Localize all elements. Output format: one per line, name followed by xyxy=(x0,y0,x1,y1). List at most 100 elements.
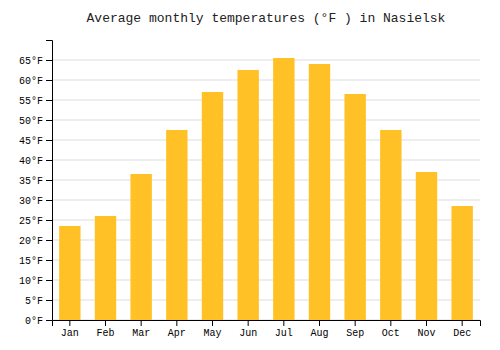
bar xyxy=(130,174,151,320)
y-tick-label: 50°F xyxy=(19,116,43,127)
y-tick: 60°F xyxy=(19,76,52,87)
x-tick-mark xyxy=(176,320,177,326)
grid-line xyxy=(52,60,480,61)
x-tick-mark xyxy=(283,320,284,326)
x-axis-line xyxy=(53,321,481,327)
y-tick: 25°F xyxy=(19,216,52,227)
x-tick-mark xyxy=(69,320,70,326)
y-tick: 5°F xyxy=(25,296,52,307)
bar xyxy=(59,226,80,320)
y-tick: 40°F xyxy=(19,156,52,167)
grid-line xyxy=(52,100,480,101)
y-tick-mark xyxy=(46,280,52,281)
y-tick-label: 55°F xyxy=(19,96,43,107)
bar xyxy=(273,58,294,320)
x-tick: Oct xyxy=(382,320,400,339)
x-tick: Nov xyxy=(417,320,435,339)
y-tick-mark xyxy=(46,60,52,61)
bars xyxy=(59,58,473,320)
x-tick: Dec xyxy=(453,320,471,339)
y-tick-mark xyxy=(46,320,52,321)
x-tick-mark xyxy=(248,320,249,326)
bar xyxy=(202,92,223,320)
chart: 0°F 5°F 10°F 15°F 20°F 25°F 30°F 35°F 40°F 45°F 50… xyxy=(0,0,500,350)
bar xyxy=(451,206,472,320)
x-axis: Jan Feb Mar Apr May Jun Jul Aug Sep Oct Nov Dec xyxy=(53,320,481,339)
x-tick-label: Jan xyxy=(61,328,79,339)
x-tick-mark xyxy=(355,320,356,326)
grid-line xyxy=(52,160,480,161)
y-tick-mark xyxy=(46,180,52,181)
x-tick-label: Aug xyxy=(310,328,328,339)
y-axis-line xyxy=(46,41,53,321)
grid-line xyxy=(52,140,480,141)
y-tick-label: 45°F xyxy=(19,136,43,147)
y-tick: 10°F xyxy=(19,276,52,287)
x-tick-mark xyxy=(426,320,427,326)
y-tick-label: 20°F xyxy=(19,236,43,247)
x-tick: Aug xyxy=(310,320,328,339)
bar xyxy=(380,130,401,320)
x-tick-mark xyxy=(390,320,391,326)
x-tick: Mar xyxy=(132,320,150,339)
y-tick: 65°F xyxy=(19,56,52,67)
x-tick-label: Dec xyxy=(453,328,471,339)
y-tick-label: 60°F xyxy=(19,76,43,87)
y-tick: 55°F xyxy=(19,96,52,107)
x-tick: Jan xyxy=(61,320,79,339)
x-tick-label: May xyxy=(203,328,221,339)
y-tick-mark xyxy=(46,260,52,261)
bar xyxy=(344,94,365,320)
bar xyxy=(166,130,187,320)
x-tick-label: Sep xyxy=(346,328,364,339)
y-tick: 20°F xyxy=(19,236,52,247)
x-tick: Apr xyxy=(168,320,186,339)
y-tick-mark xyxy=(46,100,52,101)
y-tick: 0°F xyxy=(25,316,52,327)
x-tick-mark xyxy=(319,320,320,326)
bar xyxy=(309,64,330,320)
x-tick-mark xyxy=(141,320,142,326)
x-tick: Feb xyxy=(96,320,114,339)
y-tick-mark xyxy=(46,200,52,201)
y-tick-label: 25°F xyxy=(19,216,43,227)
x-tick: Jul xyxy=(275,320,293,339)
x-tick-mark xyxy=(105,320,106,326)
x-tick-mark xyxy=(462,320,463,326)
x-tick: May xyxy=(203,320,221,339)
x-tick-label: Jul xyxy=(275,328,293,339)
x-tick-label: Apr xyxy=(168,328,186,339)
y-tick: 35°F xyxy=(19,176,52,187)
x-tick-label: Feb xyxy=(96,328,114,339)
x-tick: Jun xyxy=(239,320,257,339)
y-tick-label: 65°F xyxy=(19,56,43,67)
y-tick-label: 30°F xyxy=(19,196,43,207)
y-tick-label: 5°F xyxy=(25,296,43,307)
y-tick: 45°F xyxy=(19,136,52,147)
bar xyxy=(237,70,258,320)
y-tick: 30°F xyxy=(19,196,52,207)
title: Average monthly temperatures (°F ) in Na… xyxy=(87,11,446,26)
y-axis: 0°F 5°F 10°F 15°F 20°F 25°F 30°F 35°F 40°F 45°F 50… xyxy=(19,41,53,327)
x-tick-label: Jun xyxy=(239,328,257,339)
y-tick-label: 35°F xyxy=(19,176,43,187)
bar xyxy=(95,216,116,320)
y-tick-label: 15°F xyxy=(19,256,43,267)
grid-line xyxy=(52,120,480,121)
grid xyxy=(52,60,480,320)
y-tick-label: 10°F xyxy=(19,276,43,287)
y-tick-mark xyxy=(46,80,52,81)
y-tick: 15°F xyxy=(19,256,52,267)
bar xyxy=(416,172,437,320)
x-tick: Sep xyxy=(346,320,364,339)
y-tick-mark xyxy=(46,160,52,161)
y-tick-mark xyxy=(46,220,52,221)
x-tick-label: Nov xyxy=(417,328,435,339)
x-tick-label: Mar xyxy=(132,328,150,339)
x-tick-mark xyxy=(212,320,213,326)
y-tick-mark xyxy=(46,120,52,121)
grid-line xyxy=(52,80,480,81)
x-tick-label: Oct xyxy=(382,328,400,339)
y-tick-mark xyxy=(46,240,52,241)
y-tick-label: 40°F xyxy=(19,156,43,167)
